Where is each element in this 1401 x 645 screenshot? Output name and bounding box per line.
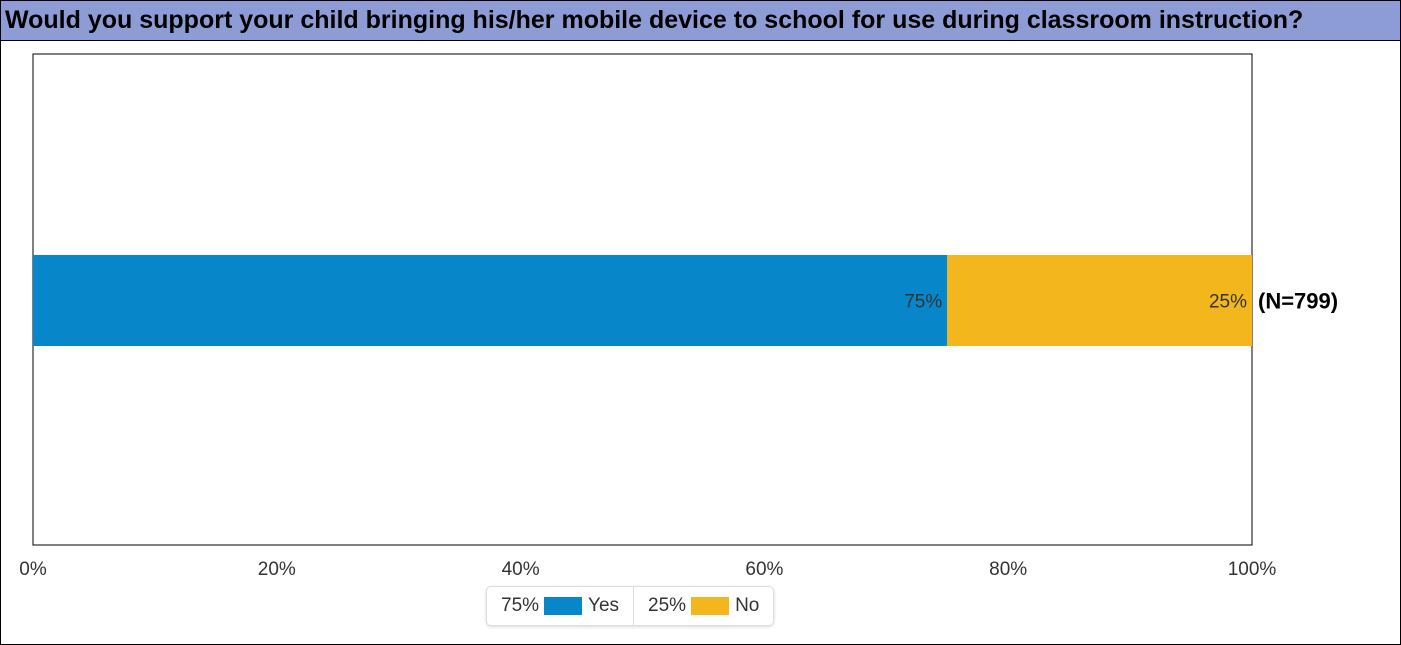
x-tick-label: 40% (502, 559, 540, 580)
legend-yes-label: Yes (588, 595, 620, 616)
x-tick-label: 80% (989, 559, 1027, 580)
x-tick-label: 20% (258, 559, 296, 580)
bar-label-no: 25% (1209, 292, 1247, 313)
bar-yes[interactable] (33, 255, 948, 346)
legend-yes-percent: 75% (501, 595, 540, 616)
legend-no-percent: 25% (648, 595, 687, 616)
title-bar: Would you support your child bringing hi… (1, 1, 1400, 41)
legend: 75% Yes 25% No (486, 586, 775, 626)
legend-item-yes[interactable]: 75% Yes (487, 587, 633, 625)
x-tick-label: 60% (745, 559, 783, 580)
bar-no[interactable] (947, 255, 1252, 346)
sample-size-annotation: (N=799) (1258, 289, 1338, 314)
legend-no-label: No (735, 595, 760, 616)
x-tick-label: 0% (19, 559, 47, 580)
bar-label-yes: 75% (904, 292, 942, 313)
chart-title: Would you support your child bringing hi… (5, 6, 1304, 34)
legend-no-swatch (691, 597, 730, 615)
x-tick-label: 100% (1228, 559, 1277, 580)
legend-yes-swatch (544, 597, 583, 615)
legend-item-no[interactable]: 25% No (633, 587, 773, 625)
